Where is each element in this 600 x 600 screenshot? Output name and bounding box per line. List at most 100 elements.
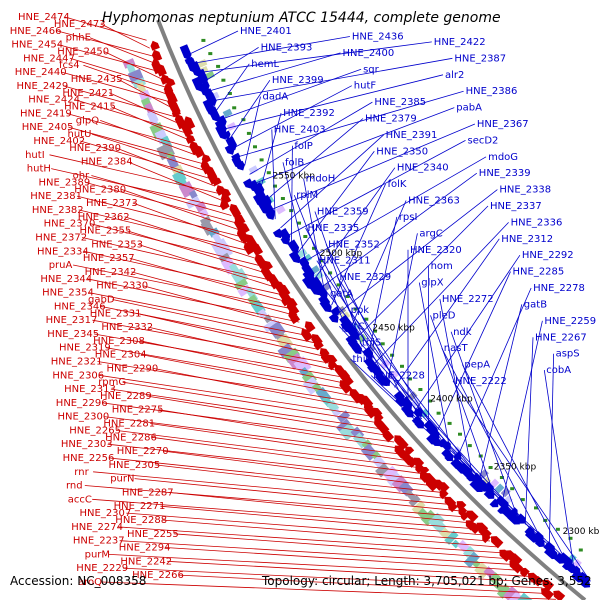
forward-gene-label: HNE_2403	[274, 124, 326, 135]
gene-block	[263, 318, 279, 333]
forward-leader-line	[359, 342, 534, 533]
reverse-gene-label: accC	[68, 494, 92, 505]
reverse-gene-label: HNE_2346	[54, 301, 106, 312]
gc-marker	[447, 421, 452, 425]
forward-gene-label: argC	[419, 228, 442, 239]
reverse-gene-label: HNE_2474	[18, 12, 70, 23]
reverse-leader-line	[126, 512, 491, 542]
reverse-leader-line	[87, 278, 300, 323]
forward-gene-arrow	[425, 424, 440, 439]
reverse-leader-line	[99, 374, 372, 417]
forward-leader-line	[271, 129, 276, 220]
reverse-leader-line	[89, 37, 157, 65]
gene-block	[493, 581, 504, 592]
reverse-gene-label: HNE_2382	[32, 205, 84, 216]
reverse-gene-label: HNE_2229	[76, 563, 128, 574]
reverse-leader-line	[73, 264, 290, 309]
forward-gene-label: HNE_2267	[535, 332, 587, 343]
reverse-gene-label: aroQ	[78, 577, 102, 588]
gc-marker	[436, 411, 441, 415]
scale-tick-label: 2500 kbp	[320, 249, 363, 259]
reverse-leader-line	[97, 361, 361, 404]
gene-block-ring	[122, 58, 582, 600]
forward-gene-label: folK	[388, 179, 407, 190]
gc-marker	[578, 548, 583, 552]
reverse-leader-line	[94, 333, 340, 377]
reverse-gene-label: rpmG	[98, 377, 126, 388]
gc-marker	[253, 145, 257, 149]
forward-leader-line	[269, 123, 476, 211]
forward-gene-label: HNE_2222	[455, 376, 507, 387]
gene-block	[489, 572, 502, 585]
forward-gene-label: HNE_2336	[511, 217, 563, 228]
reverse-gene-label: HNE_2275	[112, 405, 164, 416]
reverse-gene-label: HNE_2440	[15, 67, 67, 78]
reverse-gene-arrow	[520, 567, 530, 578]
forward-leader-line	[199, 41, 432, 73]
forward-gene-label: HNE_2363	[408, 196, 460, 207]
gene-block	[386, 472, 402, 487]
forward-leader-line	[348, 309, 488, 489]
gene-block	[234, 278, 248, 291]
gc-marker	[364, 317, 369, 321]
gene-block	[171, 164, 184, 176]
reverse-leader-line	[84, 485, 466, 518]
forward-leader-line	[414, 254, 521, 412]
reverse-gene-arrow	[290, 314, 301, 325]
reverse-leader-line	[151, 436, 423, 475]
scale-ticks: 2550 kbp 2500 kbp 2450 kbp 2400 kbp 2350 kbp…	[273, 172, 600, 537]
forward-gene-label: nasT	[444, 343, 469, 354]
reverse-gene-arrow	[553, 590, 566, 600]
reverse-leader-line	[131, 271, 295, 316]
gene-block	[211, 237, 229, 255]
forward-gene-label: aspS	[556, 349, 580, 360]
gene-block	[462, 545, 475, 558]
forward-leader-line	[350, 358, 558, 554]
reverse-gene-arrow	[425, 478, 439, 492]
forward-gene-label: hemL	[251, 59, 279, 70]
reverse-leader-line	[102, 402, 395, 443]
gene-block	[356, 333, 367, 344]
forward-gene-label: HNE_2350	[376, 146, 428, 157]
reverse-gene-label: HNE_2313	[64, 384, 116, 395]
gc-marker	[328, 271, 333, 275]
gene-block	[188, 189, 198, 199]
reverse-gene-label: HNE_2330	[96, 281, 148, 292]
reverse-leader-line	[110, 388, 383, 430]
reverse-gene-label: HNE_2294	[119, 543, 171, 554]
reverse-strand-labels: HNE_2474HNE_2473HNE_2466phhEHNE_2454HNE_…	[10, 12, 184, 588]
reverse-gene-label: HNE_2237	[73, 536, 125, 547]
forward-leader-line	[355, 205, 489, 339]
reverse-gene-label: HNE_2296	[56, 398, 108, 409]
gene-block	[185, 196, 201, 209]
forward-leader-line	[394, 238, 500, 388]
accession-text: Accession: NC_008358	[10, 574, 147, 588]
reverse-gene-label: HNE_2305	[109, 460, 161, 471]
gc-marker	[488, 466, 493, 469]
forward-gene-label: HNE_2385	[374, 97, 426, 108]
forward-gene-label: thiG	[353, 354, 374, 365]
forward-leader-line	[249, 101, 373, 175]
reverse-leader-line	[110, 106, 192, 142]
forward-leader-line	[305, 227, 382, 372]
reverse-gene-label: HNE_2353	[91, 239, 143, 250]
forward-leader-line	[280, 134, 384, 229]
reverse-gene-label: ohr	[73, 171, 90, 182]
forward-leader-line	[349, 200, 407, 331]
reverse-leader-line	[61, 71, 174, 104]
forward-strand-labels: HNE_2401 HNE_2436 HNE_2422 HNE_2393 HNE_2400…	[240, 26, 596, 387]
reverse-gene-arrow	[156, 63, 167, 77]
gc-marker	[390, 353, 395, 357]
reverse-leader-line	[109, 457, 441, 493]
reverse-leader-line	[167, 560, 536, 583]
gc-marker	[297, 221, 301, 225]
gc-marker	[345, 295, 350, 298]
reverse-leader-line	[178, 574, 550, 594]
reverse-gene-label: purN	[110, 474, 134, 485]
forward-gene-label: rplM	[296, 190, 318, 201]
reverse-gene-label: rnr	[74, 467, 89, 478]
gene-block	[434, 521, 447, 534]
reverse-gene-arrow	[438, 482, 450, 494]
forward-gene-arrow	[404, 408, 414, 418]
gene-block	[500, 487, 511, 498]
